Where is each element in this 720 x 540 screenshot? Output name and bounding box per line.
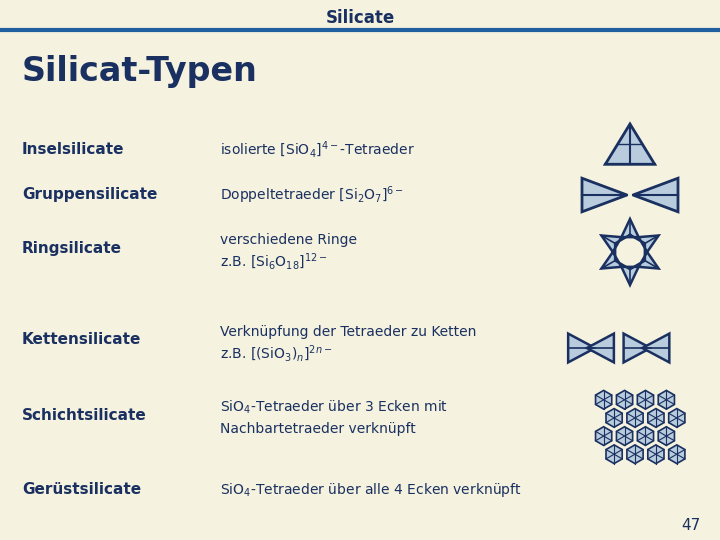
Text: Doppeltetraeder [Si$_2$O$_7$]$^{6-}$: Doppeltetraeder [Si$_2$O$_7$]$^{6-}$: [220, 184, 404, 206]
Text: Gerüstsilicate: Gerüstsilicate: [22, 483, 141, 497]
Polygon shape: [616, 427, 633, 446]
Polygon shape: [637, 390, 654, 409]
Text: Gruppensilicate: Gruppensilicate: [22, 187, 158, 202]
Polygon shape: [639, 252, 659, 268]
Text: Verknüpfung der Tetraeder zu Ketten: Verknüpfung der Tetraeder zu Ketten: [220, 325, 477, 339]
Polygon shape: [669, 445, 685, 463]
Polygon shape: [639, 235, 659, 252]
Polygon shape: [633, 178, 678, 212]
Polygon shape: [595, 427, 612, 446]
Text: 47: 47: [680, 518, 700, 534]
Polygon shape: [658, 427, 675, 446]
Polygon shape: [621, 219, 639, 237]
Polygon shape: [601, 235, 621, 252]
Text: verschiedene Ringe: verschiedene Ringe: [220, 233, 357, 247]
Polygon shape: [648, 409, 664, 427]
Text: Ringsilicate: Ringsilicate: [22, 240, 122, 255]
Text: SiO$_4$-Tetraeder über alle 4 Ecken verknüpft: SiO$_4$-Tetraeder über alle 4 Ecken verk…: [220, 481, 522, 499]
Text: Kettensilicate: Kettensilicate: [22, 333, 141, 348]
Text: z.B. [(SiO$_3$)$_n$]$^{2n-}$: z.B. [(SiO$_3$)$_n$]$^{2n-}$: [220, 344, 332, 364]
Text: SiO$_4$-Tetraeder über 3 Ecken mit: SiO$_4$-Tetraeder über 3 Ecken mit: [220, 399, 448, 416]
Polygon shape: [627, 409, 643, 427]
Polygon shape: [624, 334, 651, 362]
Text: Silicate: Silicate: [325, 9, 395, 27]
Polygon shape: [658, 390, 675, 409]
Polygon shape: [648, 445, 664, 463]
Polygon shape: [587, 334, 614, 362]
Polygon shape: [601, 252, 621, 268]
Polygon shape: [568, 334, 595, 362]
Text: Schichtsilicate: Schichtsilicate: [22, 408, 147, 422]
Text: Nachbartetraeder verknüpft: Nachbartetraeder verknüpft: [220, 422, 415, 436]
Polygon shape: [627, 445, 643, 463]
Polygon shape: [606, 445, 622, 463]
Polygon shape: [616, 390, 633, 409]
Text: isolierte [SiO$_4$]$^{4-}$-Tetraeder: isolierte [SiO$_4$]$^{4-}$-Tetraeder: [220, 140, 415, 160]
Polygon shape: [606, 409, 622, 427]
Polygon shape: [669, 409, 685, 427]
Polygon shape: [606, 124, 654, 164]
Polygon shape: [582, 178, 627, 212]
Text: Silicat-Typen: Silicat-Typen: [22, 56, 258, 89]
Polygon shape: [642, 334, 670, 362]
Polygon shape: [637, 427, 654, 446]
Text: z.B. [Si$_6$O$_{18}$]$^{12-}$: z.B. [Si$_6$O$_{18}$]$^{12-}$: [220, 252, 328, 272]
Text: Inselsilicate: Inselsilicate: [22, 143, 125, 158]
Polygon shape: [595, 390, 612, 409]
Polygon shape: [621, 267, 639, 285]
